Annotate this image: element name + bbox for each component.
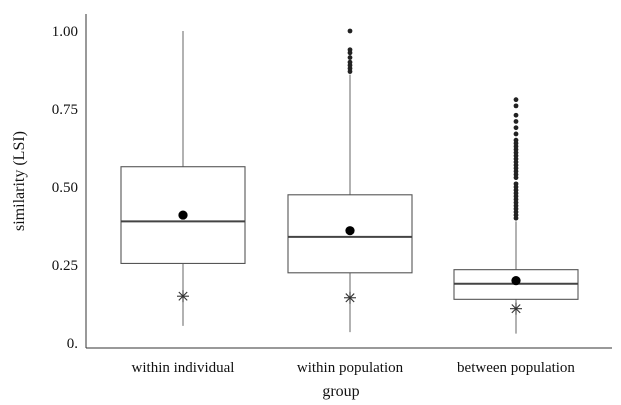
axes xyxy=(85,14,612,349)
outlier-point xyxy=(347,28,353,34)
box-group xyxy=(453,97,579,334)
outlier-point xyxy=(347,59,353,65)
box-group xyxy=(287,28,413,333)
mean-point xyxy=(511,276,521,286)
outlier-point xyxy=(513,181,519,187)
y-tick-label: 0.75 xyxy=(52,102,78,118)
outlier-point xyxy=(513,131,519,137)
outlier-point xyxy=(513,137,519,143)
outlier-point xyxy=(513,112,519,118)
box-group xyxy=(120,31,246,326)
y-tick-label: 0. xyxy=(67,336,78,352)
outlier-point xyxy=(513,119,519,124)
mean-point xyxy=(345,226,355,236)
star-marker xyxy=(510,302,522,315)
y-axis-label: similarity (LSI) xyxy=(11,131,28,231)
y-tick-label: 0.50 xyxy=(52,180,78,196)
mean-point xyxy=(178,210,188,220)
x-tick-label: within individual xyxy=(132,360,235,376)
y-tick-labels: 0. 0.25 0.50 0.75 1.00 xyxy=(52,24,78,352)
box-series xyxy=(120,28,579,334)
outlier-point xyxy=(513,125,519,131)
x-tick-label: within population xyxy=(297,360,404,376)
outlier-point xyxy=(347,55,353,60)
x-axis-label: group xyxy=(322,383,359,400)
outlier-point xyxy=(513,97,519,103)
x-tick-labels: within individual within population betwee… xyxy=(132,360,576,376)
outlier-point xyxy=(347,47,353,53)
star-marker xyxy=(177,290,189,303)
outlier-point xyxy=(513,103,519,109)
y-tick-label: 0.25 xyxy=(52,258,78,274)
x-tick-label: between population xyxy=(457,360,575,376)
y-tick-label: 1.00 xyxy=(52,24,78,40)
star-marker xyxy=(344,291,356,304)
